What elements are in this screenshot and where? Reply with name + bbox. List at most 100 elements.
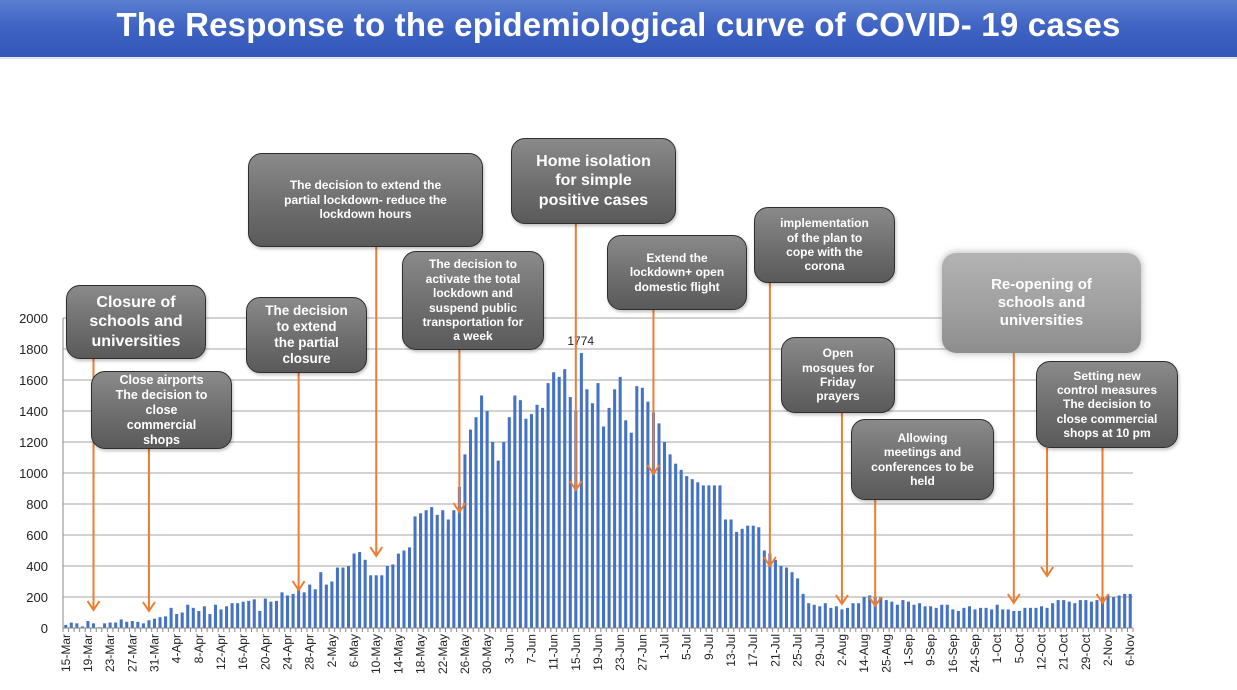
y-axis-ticks: 0 200 400 600 800 1000 1200 1400 1600 1800 2000 [19,311,48,636]
annotation-implementation-plan: implementation of the plan to cope with … [754,207,895,283]
bar [618,376,622,628]
bar [613,389,617,628]
bar [385,566,389,628]
bar [563,369,567,628]
bar [413,516,417,628]
bar [219,609,223,628]
x-tick-label: 23-Jun [613,634,627,671]
x-tick-label: 9-Sep [924,634,938,666]
bar [1023,607,1027,628]
bar [457,486,461,628]
arrow-closure-schools-head [86,600,101,612]
bar [69,622,73,628]
bar [1017,610,1021,628]
x-tick-label: 6-May [347,634,361,667]
bar [602,426,606,628]
x-tick-label: 5-Oct [1012,633,1026,663]
bar [746,525,750,628]
bar [1034,607,1038,628]
bar [369,575,373,628]
bar [995,604,999,628]
bar [701,485,705,628]
bar [729,519,733,628]
x-tick-label: 1-Oct [990,633,1004,663]
bar [302,592,306,628]
bar [363,559,367,628]
bar [912,604,916,628]
x-tick-label: 26-May [458,634,472,674]
bar [319,572,323,628]
bar [1045,607,1049,628]
x-tick-label: 14-Aug [857,634,871,673]
bar [341,567,345,628]
bar [535,404,539,628]
bar [962,607,966,628]
annotation-allowing-meetings: Allowing meetings and conferences to be … [851,419,994,500]
bar [834,606,838,628]
bar [491,442,495,628]
bar [452,510,456,628]
bar [1028,607,1032,628]
bar [723,519,728,628]
bar [1078,600,1082,628]
bar [346,566,351,628]
bar [712,485,716,628]
bar [1062,600,1066,628]
arrow-extend-partial-closure-head [291,580,306,592]
bar [269,601,273,628]
x-tick-label: 4-Apr [170,634,184,663]
bar [629,432,633,628]
bar [274,600,278,628]
bar [590,403,594,628]
y-tick-label: 1000 [19,466,48,481]
bar [1112,597,1116,628]
x-tick-label: 5-Jul [680,634,694,660]
bar [901,600,905,628]
x-tick-label: 27-Mar [125,634,139,672]
bar [1106,595,1110,628]
bar [740,528,744,628]
x-tick-label: 14-May [391,634,405,674]
x-axis-tick-labels: 15-Mar 19-Mar 23-Mar 27-Mar 31-Mar 4-Apr 8-Apr… [59,633,1137,674]
bar [973,609,977,628]
bar [940,604,944,628]
bar [862,597,866,628]
x-tick-label: 12-Oct [1035,633,1049,670]
bar [191,607,195,628]
y-tick-label: 1800 [19,342,48,357]
bar [1001,609,1005,628]
bar [435,514,439,628]
x-tick-label: 8-Apr [192,634,206,663]
bar [297,589,301,628]
bar [812,604,816,628]
x-tick-label: 2-Nov [1101,634,1115,666]
x-tick-label: 25-Aug [879,634,893,673]
arrow-extend-partial-lockdown-head [369,546,384,558]
bar [125,621,129,628]
x-tick-label: 3-Jun [502,634,516,664]
arrow-close-airports-head [142,601,156,613]
x-tick-label: 28-Apr [303,634,317,670]
bar [247,600,251,628]
bar [1095,600,1099,628]
bar [430,507,434,628]
bar [1084,600,1088,628]
annotation-extend-partial-lockdown: The decision to extend the partial lockd… [248,153,483,247]
bar [108,622,112,628]
bar [164,616,168,628]
bar [485,411,489,628]
bar [552,372,556,628]
bar [446,519,450,628]
bar [419,513,423,628]
bar [923,606,927,628]
x-tick-label: 23-Mar [103,634,117,672]
bar [158,617,162,628]
bar [768,553,772,628]
bar [751,525,755,628]
bar [979,607,983,628]
bar [568,397,572,628]
bar [1006,609,1010,628]
bar [1117,595,1121,628]
bar [152,618,157,628]
bar [441,510,445,628]
